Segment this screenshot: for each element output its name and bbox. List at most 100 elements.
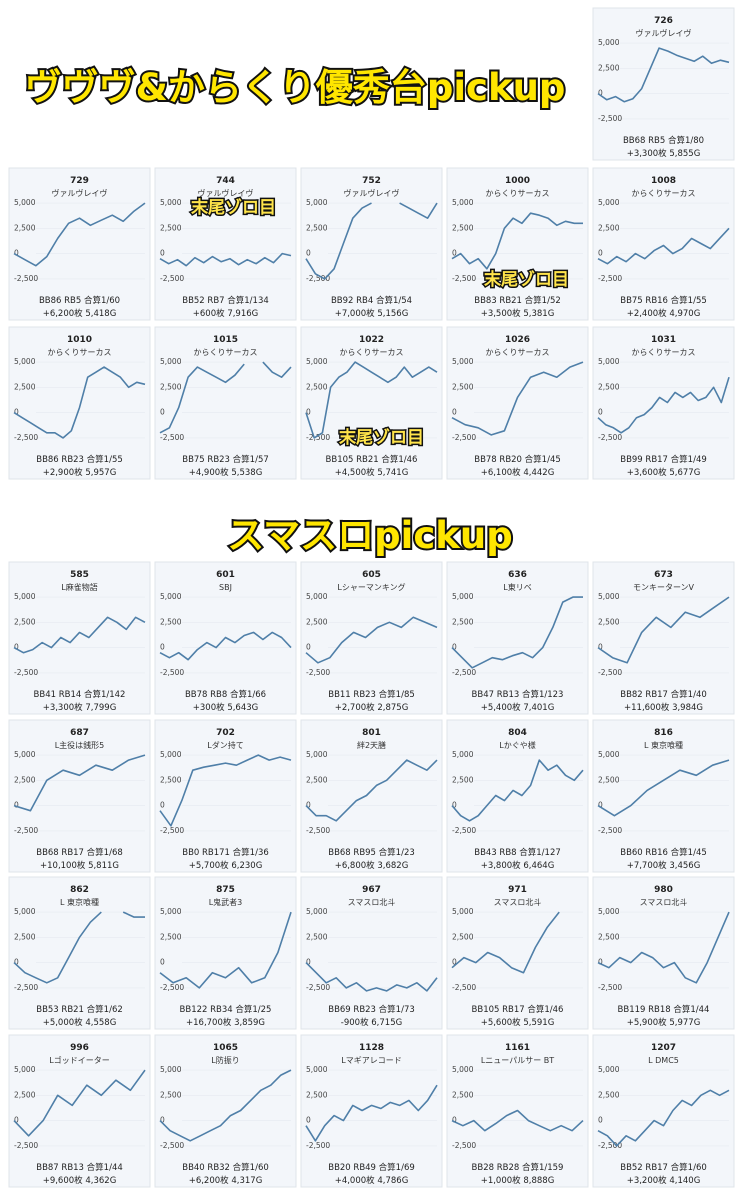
stats-line: BB52 RB17 合算1/60 [620,1162,707,1173]
stats-line: BB86 RB23 合算1/55 [36,454,123,465]
machine-name: SBJ [219,583,232,592]
series-line [451,759,584,822]
stats-line: BB75 RB16 合算1/55 [620,295,707,306]
series-line [13,202,146,267]
y-tick-label: 0 [14,958,19,967]
y-tick-label: 2,500 [452,1090,474,1099]
machine-name: Lダン持て [207,740,243,750]
machine-number: 687 [70,728,89,738]
y-tick-label: 5,000 [306,1065,328,1074]
machine-name: からくりサーカス [632,189,696,198]
annotation: 末尾ゾロ目 [339,427,424,448]
y-tick-label: 0 [598,89,603,98]
y-tick-label: 5,000 [306,357,328,366]
card [154,326,297,480]
y-tick-label: 0 [160,408,165,417]
machine-name: 絆2天膳 [357,740,386,750]
stats-line: BB0 RB171 合算1/36 [182,847,269,858]
stats-line: BB92 RB4 合算1/54 [331,295,412,306]
y-tick-label: 5,000 [14,198,36,207]
y-tick-label: -2,500 [598,114,622,123]
y-tick-label: 5,000 [598,750,620,759]
y-tick-label: 2,500 [14,223,36,232]
y-tick-label: -2,500 [306,826,330,835]
card [446,561,589,715]
y-tick-label: -2,500 [160,826,184,835]
stats-line: +5,000枚 4,558G [43,1017,117,1028]
y-tick-label: 2,500 [306,932,328,941]
series-line [159,252,292,267]
y-tick-label: 2,500 [160,775,182,784]
y-tick-label: -2,500 [306,274,330,283]
y-tick-label: 0 [160,801,165,810]
y-tick-label: 2,500 [160,382,182,391]
y-tick-label: -2,500 [160,983,184,992]
machine-number: 996 [70,1043,89,1053]
machine-name: ヴァルヴレイヴ [636,28,692,38]
y-tick-label: 0 [160,958,165,967]
machine-number: 1010 [67,335,92,345]
machine-name: ヴァルヴレイヴ [198,188,254,198]
machine-name: ヴァルヴレイヴ [52,188,108,198]
y-tick-label: -2,500 [452,668,476,677]
machine-name: からくりサーカス [48,348,112,357]
machine-number: 971 [508,885,527,895]
card [8,719,151,873]
section-title: スマスロpickup [227,514,512,557]
y-tick-label: -2,500 [14,433,38,442]
y-tick-label: 0 [306,1116,311,1125]
stats-line: +3,600枚 5,677G [627,467,701,478]
card [154,167,297,321]
y-tick-label: 0 [160,1116,165,1125]
stats-line: +5,700枚 6,230G [189,860,263,871]
series-line [305,202,438,280]
machine-name: L防振り [211,1055,239,1065]
card [592,167,735,321]
y-tick-label: -2,500 [598,433,622,442]
card [154,1034,297,1188]
machine-name: ヴァルヴレイヴ [344,188,400,198]
stats-line: +3,500枚 5,381G [481,308,555,319]
annotation: 末尾ゾロ目 [191,197,276,218]
y-tick-label: 0 [452,408,457,417]
series-line [159,754,292,827]
y-tick-label: 0 [598,249,603,258]
stats-line: +2,900枚 5,957G [43,467,117,478]
stats-line: +3,800枚 6,464G [481,860,555,871]
y-tick-label: 2,500 [14,382,36,391]
machine-name: Lマギアレコード [341,1056,401,1065]
machine-name: からくりサーカス [340,348,404,357]
stats-line: +5,900枚 5,977G [627,1017,701,1028]
y-tick-label: 0 [598,801,603,810]
y-tick-label: 2,500 [598,223,620,232]
machine-name: スマスロ北斗 [640,898,688,907]
stats-line: +6,200枚 4,317G [189,1175,263,1186]
y-tick-label: 0 [598,958,603,967]
card [300,876,443,1030]
machine-number: 729 [70,176,89,186]
stats-line: BB68 RB5 合算1/80 [623,135,704,146]
series-line [597,911,730,984]
section-title: ヴヴヴ&からくり優秀台pickup [25,66,566,109]
y-tick-label: -2,500 [598,274,622,283]
stats-line: BB20 RB49 合算1/69 [328,1162,415,1173]
machine-name: スマスロ北斗 [494,898,542,907]
stats-line: BB68 RB17 合算1/68 [36,847,123,858]
stats-line: +5,400枚 7,401G [481,702,555,713]
stats-line: +16,700枚 3,859G [186,1017,265,1028]
y-tick-label: 2,500 [14,932,36,941]
card [300,719,443,873]
stats-line: +1,000枚 8,888G [481,1175,555,1186]
y-tick-label: 0 [452,1116,457,1125]
y-tick-label: 0 [598,1116,603,1125]
stats-line: BB53 RB21 合算1/62 [36,1004,123,1015]
y-tick-label: 2,500 [452,617,474,626]
machine-number: 1161 [505,1043,530,1053]
y-tick-label: 5,000 [306,750,328,759]
y-tick-label: 5,000 [598,907,620,916]
machine-number: 605 [362,570,381,580]
stats-line: BB52 RB7 合算1/134 [182,295,269,306]
y-tick-label: 0 [452,801,457,810]
card [8,326,151,480]
y-tick-label: -2,500 [452,433,476,442]
